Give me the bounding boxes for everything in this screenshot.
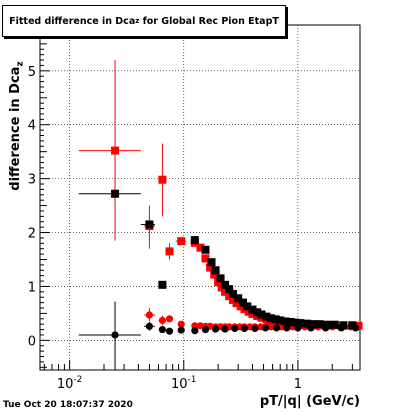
data-point — [296, 319, 305, 328]
data-point — [337, 324, 345, 332]
data-point — [315, 320, 324, 329]
data-point — [307, 324, 315, 332]
data-point — [201, 325, 210, 334]
data-point — [190, 236, 199, 245]
y-tick-label: 3 — [28, 173, 36, 188]
data-point — [322, 324, 330, 332]
x-tick-label: 10-2 — [57, 375, 83, 392]
data-point — [206, 263, 215, 272]
data-point — [248, 305, 257, 314]
data-point — [201, 254, 210, 263]
data-point — [271, 315, 280, 324]
data-point — [261, 324, 270, 332]
data-point — [225, 285, 234, 294]
data-point — [216, 274, 225, 283]
timestamp: Tue Oct 20 18:07:37 2020 — [3, 400, 133, 410]
data-point — [177, 320, 185, 328]
data-point — [248, 309, 257, 318]
data-point — [330, 320, 339, 329]
y-tick-label: 1 — [28, 280, 36, 295]
chart-title: Fitted difference in Dca z for Global Rec… — [2, 5, 286, 37]
data-marks — [78, 60, 363, 370]
series-2 — [78, 189, 357, 330]
data-point — [201, 245, 210, 254]
data-point — [111, 146, 120, 155]
data-point — [231, 324, 239, 333]
x-tick-label: 10-1 — [171, 375, 197, 392]
data-point — [221, 325, 229, 333]
chart-title-rest: for Global Rec Pion EtapT — [139, 15, 279, 27]
chart-title-main: Fitted difference in Dca — [9, 15, 136, 27]
data-point — [145, 220, 154, 229]
data-point — [196, 243, 205, 252]
y-axis-label: difference in Dcaz — [8, 46, 28, 206]
data-point — [211, 266, 220, 275]
y-tick-label: 0 — [28, 334, 36, 349]
data-point — [281, 317, 290, 326]
data-point — [177, 237, 186, 246]
data-point — [238, 298, 247, 307]
grid-lines — [40, 25, 360, 370]
data-point — [240, 324, 249, 333]
data-point — [291, 318, 300, 327]
chart-title-sub: z — [135, 17, 140, 25]
data-point — [351, 324, 360, 332]
data-point — [276, 316, 285, 325]
data-point — [302, 319, 311, 328]
data-point — [294, 324, 302, 332]
data-point — [158, 325, 167, 334]
series-0 — [78, 60, 363, 330]
x-axis-label: pT/|q| (GeV/c) — [259, 394, 360, 409]
y-tick-label: 2 — [28, 227, 36, 242]
data-point — [308, 320, 317, 329]
series-3 — [78, 301, 360, 370]
data-point — [257, 310, 266, 319]
data-point — [232, 299, 241, 308]
data-point — [111, 331, 119, 339]
data-point — [165, 247, 174, 256]
data-point — [251, 324, 259, 333]
data-point — [165, 327, 174, 335]
data-point — [267, 323, 275, 331]
data-point — [145, 311, 154, 319]
y-tick-label: 4 — [28, 119, 36, 134]
data-point — [158, 280, 167, 289]
data-point — [211, 325, 220, 333]
data-point — [111, 189, 120, 198]
data-point — [210, 270, 219, 279]
data-point — [262, 312, 271, 321]
data-point — [221, 280, 230, 289]
axis-tick-labels: 0 1 2 3 4 5 10-2 10-1 1 — [28, 65, 302, 392]
axis-ticks — [40, 27, 353, 370]
data-point — [177, 326, 185, 334]
y-axis-label-main: difference in Dca — [8, 66, 23, 191]
y-axis-label-sub: z — [15, 61, 26, 67]
data-point — [229, 289, 238, 298]
x-tick-label: 1 — [294, 377, 302, 392]
data-point — [191, 327, 199, 335]
data-point — [158, 175, 167, 184]
data-point — [145, 322, 154, 330]
data-point — [234, 294, 243, 303]
data-point — [253, 308, 262, 317]
data-point — [348, 321, 357, 330]
data-point — [165, 315, 174, 323]
y-tick-label: 5 — [28, 65, 36, 80]
data-point — [158, 316, 167, 325]
data-point — [243, 302, 252, 311]
data-point — [266, 314, 275, 323]
data-point — [286, 318, 295, 327]
data-point — [283, 324, 291, 332]
plot-frame — [39, 24, 361, 371]
data-point — [207, 258, 216, 267]
data-point — [221, 287, 230, 296]
data-point — [272, 324, 281, 332]
